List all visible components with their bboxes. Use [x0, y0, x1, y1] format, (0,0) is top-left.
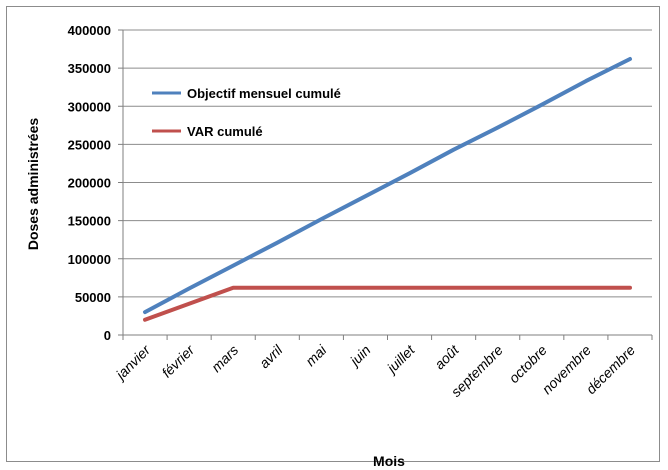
x-tick-label: mai — [302, 341, 330, 369]
y-axis-title: Doses administrées — [25, 118, 41, 250]
legend-label-1: VAR cumulé — [187, 124, 263, 139]
y-tick-label: 200000 — [68, 176, 111, 191]
x-tick-label: décembre — [583, 342, 638, 397]
x-tick-labels: janvier février mars avril mai juin juillet aoû… — [111, 341, 638, 400]
y-tick-label: 350000 — [68, 61, 111, 76]
x-tick-label: mars — [208, 342, 241, 375]
y-tick-label: 50000 — [75, 290, 111, 305]
x-tick-label: juillet — [382, 341, 418, 377]
legend-label-0: Objectif mensuel cumulé — [187, 86, 341, 101]
x-tick-label: janvier — [111, 341, 154, 384]
chart-frame — [6, 6, 660, 462]
y-tick-label: 100000 — [68, 252, 111, 267]
series-line-0 — [143, 57, 632, 315]
x-tick-label: octobre — [506, 342, 550, 386]
series-line-1 — [143, 285, 632, 322]
x-tick-label: avril — [256, 341, 286, 371]
series-lines — [143, 57, 632, 322]
x-axis-title: Mois — [373, 453, 405, 469]
y-tick-label: 150000 — [68, 214, 111, 229]
legend: Objectif mensuel cumulé VAR cumulé — [152, 86, 341, 139]
y-tick-labels: 0 50000 100000 150000 200000 250000 300000 3500… — [68, 23, 111, 343]
x-tick-label: février — [158, 341, 198, 381]
y-tick-label: 400000 — [68, 23, 111, 38]
y-tick-label: 250000 — [68, 137, 111, 152]
axes — [122, 30, 652, 336]
y-tick-label: 300000 — [68, 99, 111, 114]
x-tick-label: août — [431, 341, 462, 372]
y-tick-label: 0 — [104, 328, 111, 343]
x-tick-label: juin — [345, 342, 373, 370]
